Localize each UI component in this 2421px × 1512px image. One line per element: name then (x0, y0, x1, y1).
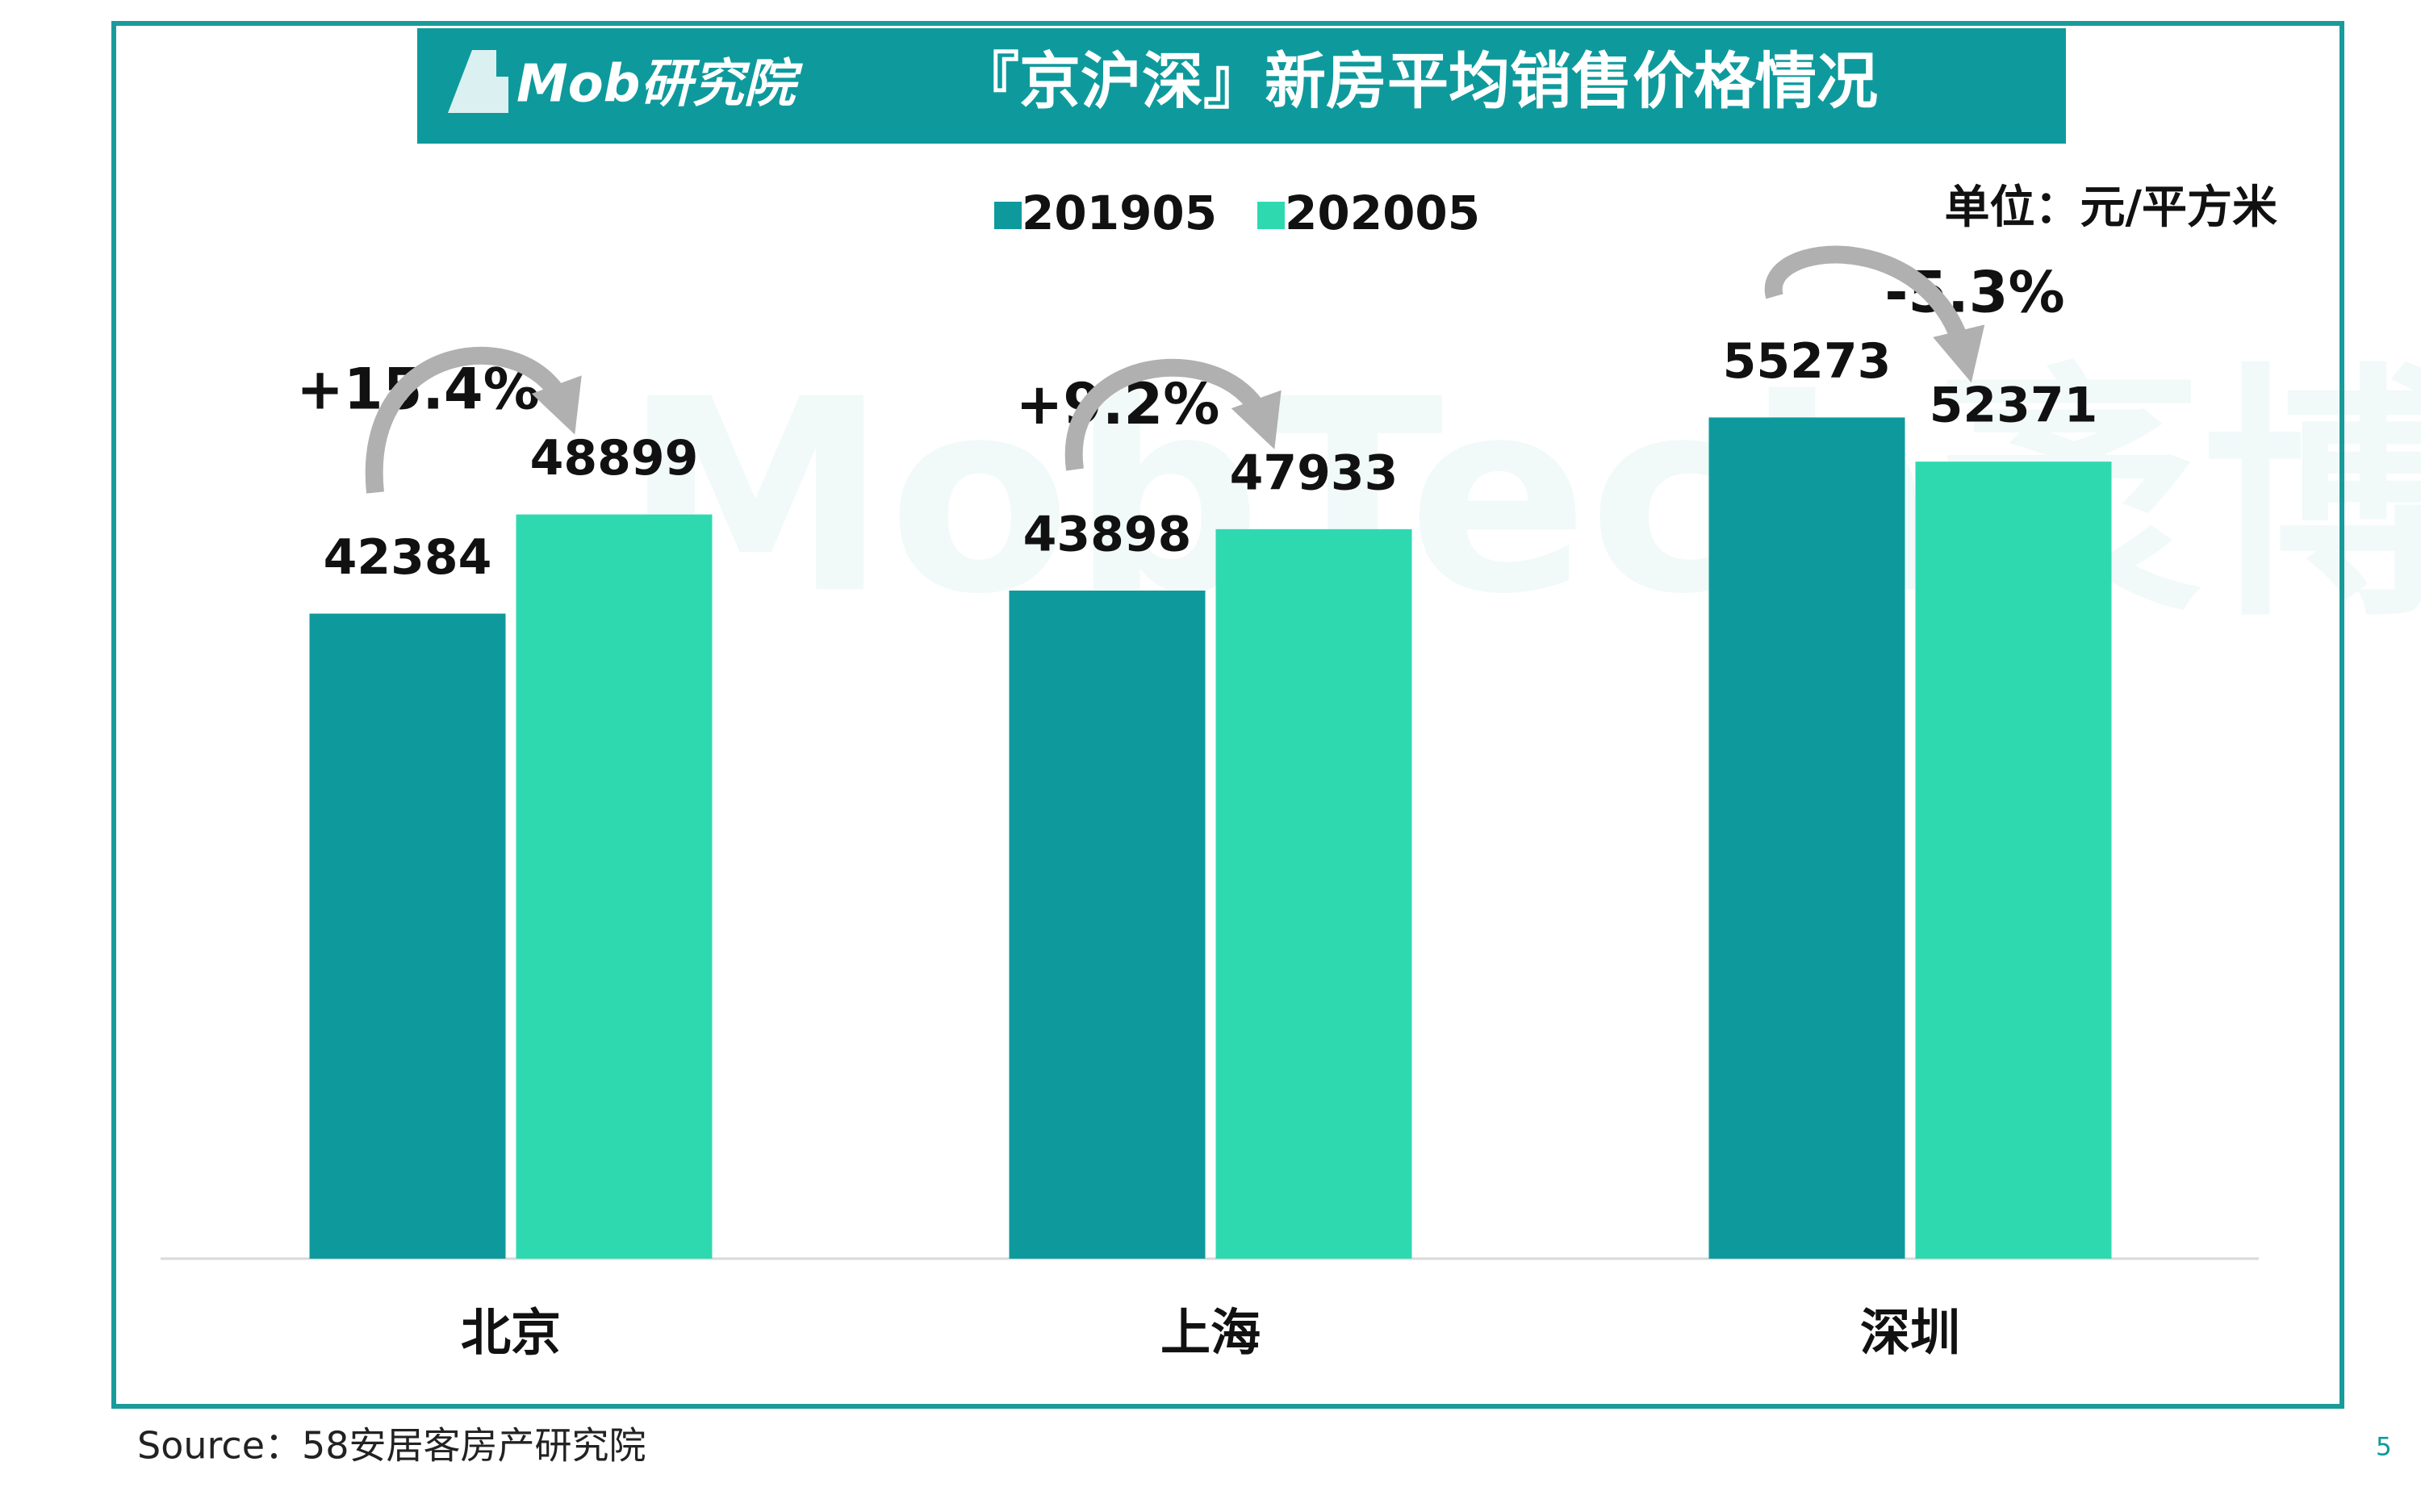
legend-swatch (1257, 202, 1285, 229)
value-label: 43898 (1023, 507, 1192, 563)
unit-label: 单位：元/平方米 (1945, 182, 2277, 234)
bar (1009, 590, 1206, 1259)
bar (1915, 462, 2112, 1259)
legend-label: 201905 (1022, 186, 1217, 240)
watermark: MobTech袤博 (623, 342, 2421, 652)
bar (1708, 417, 1905, 1259)
header-band (417, 28, 2066, 144)
logo-icon (448, 50, 508, 113)
bar (309, 613, 506, 1259)
value-label: 52371 (1930, 378, 2098, 434)
x-tick-label: 北京 (461, 1303, 561, 1362)
page-number: 5 (2376, 1433, 2392, 1462)
bar (1215, 528, 1412, 1259)
value-label: 47933 (1230, 445, 1399, 501)
legend-label: 202005 (1285, 186, 1480, 240)
change-arrow (365, 346, 582, 494)
source: Source：58安居客房产研究院 (137, 1424, 646, 1468)
change-arrow (1764, 245, 1985, 383)
x-tick-label: 深圳 (1860, 1303, 1960, 1362)
value-label: 48899 (530, 430, 699, 487)
value-label: 55273 (1723, 333, 1892, 390)
change-arrow (1064, 358, 1282, 471)
bar (516, 514, 713, 1259)
legend-swatch (994, 202, 1022, 229)
chart-title: 『京沪深』新房平均销售价格情况 (958, 45, 1878, 117)
value-label: 42384 (324, 529, 492, 586)
x-tick-label: 上海 (1160, 1303, 1261, 1362)
logo: Mob研究院 (516, 55, 803, 115)
